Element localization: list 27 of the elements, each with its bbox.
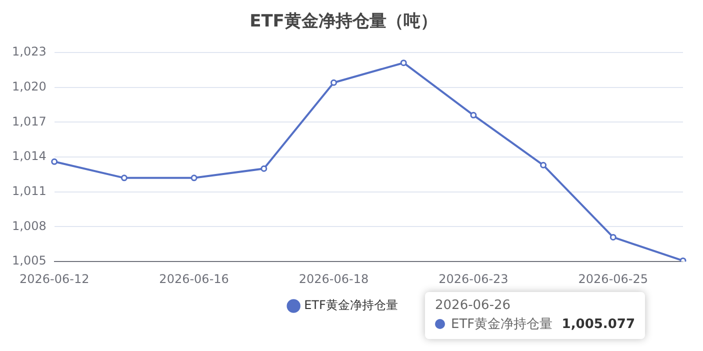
- text: 2026-06-26: [435, 298, 512, 313]
- point: [260, 165, 268, 172]
- x-tick-label: 2026-06-23: [438, 272, 508, 286]
- x-tick-label: 2026-06-12: [19, 272, 90, 286]
- y-tick-label: 1,020: [12, 79, 46, 94]
- point: [540, 162, 547, 168]
- point: [610, 234, 616, 240]
- x-tick-label: 2026-06-18: [298, 272, 369, 286]
- point: [190, 174, 198, 182]
- y-tick-label: 1,014: [12, 149, 46, 164]
- text: 1,005.077: [562, 316, 635, 332]
- y-tick-label: 1,017: [12, 114, 46, 128]
- y-tick-label: 1,008: [12, 218, 46, 233]
- point: [330, 79, 337, 86]
- x-tick-label: 2026-06-16: [159, 272, 229, 286]
- point: [120, 174, 128, 182]
- chart-title: ETF黄金净持仓量（吨）: [250, 12, 438, 32]
- point: [51, 158, 58, 165]
- legend-label: ETF黄金净持仓量: [304, 298, 398, 312]
- point: [680, 257, 686, 262]
- point: [400, 60, 407, 66]
- text: ETF黄金净持仓量: [451, 317, 553, 332]
- y-tick-label: 1,011: [12, 184, 46, 198]
- x-tick-label: 2026-06-25: [578, 272, 648, 286]
- point: [470, 112, 477, 118]
- y-tick-label: 1,023: [12, 44, 46, 59]
- y-tick-label: 1,005: [12, 254, 46, 268]
